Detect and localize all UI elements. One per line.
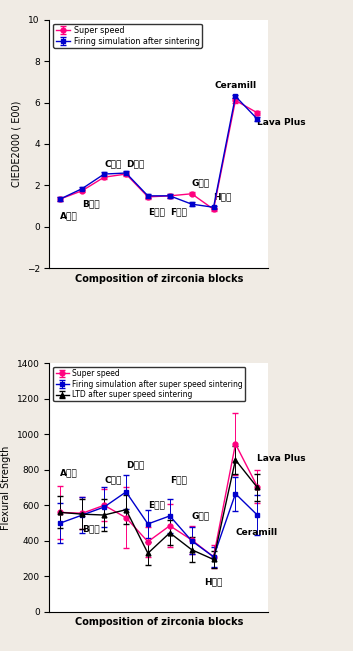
Text: F조성: F조성 bbox=[170, 207, 187, 216]
Text: A조성: A조성 bbox=[60, 469, 78, 478]
Y-axis label: Flexural Strength: Flexural Strength bbox=[1, 445, 11, 530]
Text: A조성: A조성 bbox=[60, 212, 78, 221]
Text: B조성: B조성 bbox=[82, 199, 100, 208]
Text: H조성: H조성 bbox=[214, 192, 232, 201]
Text: G조성: G조성 bbox=[192, 178, 210, 187]
Legend: Super speed, Firing simulation after sintering: Super speed, Firing simulation after sin… bbox=[53, 23, 202, 48]
Legend: Super speed, Firing simulation after super speed sintering, LTD after super spee: Super speed, Firing simulation after sup… bbox=[53, 367, 245, 402]
Y-axis label: CIEDE2000 ( E00): CIEDE2000 ( E00) bbox=[11, 101, 21, 187]
Text: D조성: D조성 bbox=[126, 461, 144, 470]
Text: H조성: H조성 bbox=[204, 577, 223, 587]
Text: F조성: F조성 bbox=[170, 475, 187, 484]
Text: G조성: G조성 bbox=[192, 512, 210, 520]
Text: Ceramill: Ceramill bbox=[235, 528, 277, 537]
Text: B조성: B조성 bbox=[82, 525, 100, 534]
Text: E조성: E조성 bbox=[148, 501, 165, 510]
X-axis label: Composition of zirconia blocks: Composition of zirconia blocks bbox=[75, 274, 243, 284]
X-axis label: Composition of zirconia blocks: Composition of zirconia blocks bbox=[75, 618, 243, 628]
Text: D조성: D조성 bbox=[126, 159, 144, 169]
Text: E조성: E조성 bbox=[148, 207, 165, 216]
Text: Ceramill: Ceramill bbox=[214, 81, 257, 90]
Text: C조성: C조성 bbox=[104, 159, 121, 169]
Text: Lava Plus: Lava Plus bbox=[257, 454, 306, 463]
Text: Lava Plus: Lava Plus bbox=[257, 118, 306, 128]
Text: C조성: C조성 bbox=[104, 475, 121, 484]
